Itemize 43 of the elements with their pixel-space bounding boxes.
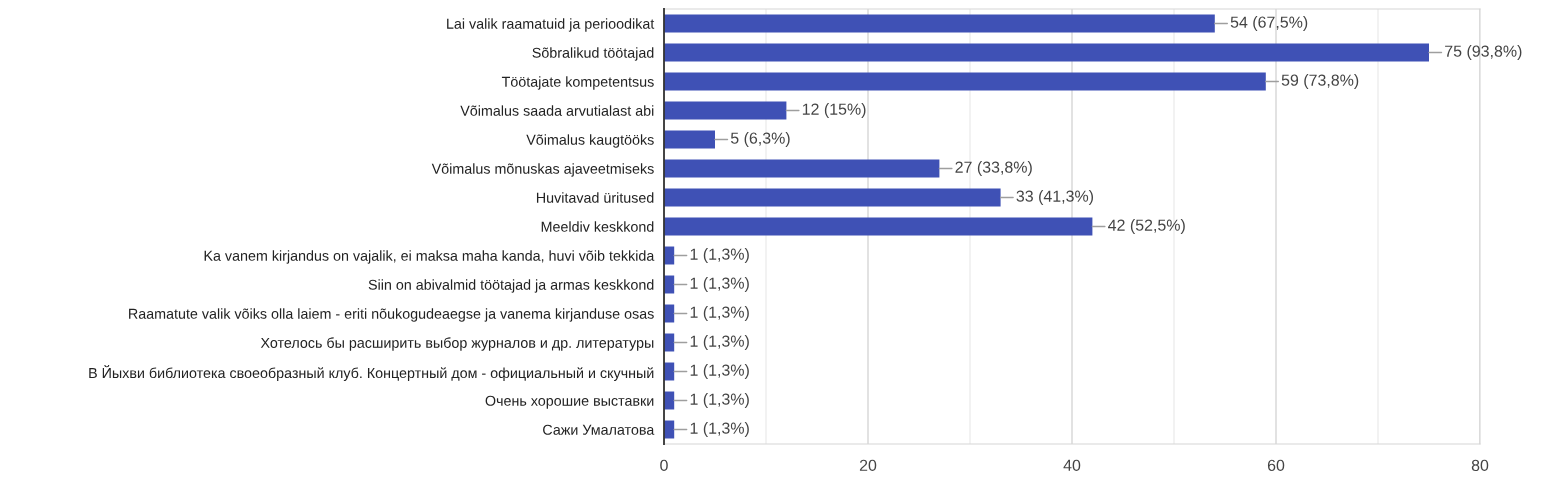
data-label: 42 (52,5%)	[1108, 219, 1185, 234]
y-tick-label: Võimalus mõnuskas ajaveetmiseks	[431, 163, 654, 177]
y-tick-label: Huvitavad üritused	[536, 192, 654, 203]
data-label: 1 (1,3%)	[690, 335, 749, 350]
data-label: 1 (1,3%)	[690, 306, 749, 321]
y-tick-label: Võimalus kaugtööks	[526, 134, 654, 148]
data-label: 5 (6,3%)	[730, 132, 790, 147]
data-label: 59 (73,8%)	[1281, 74, 1359, 89]
data-label: 1 (1,3%)	[690, 248, 749, 263]
bar	[664, 72, 1266, 91]
x-tick-label: 80	[1471, 459, 1489, 472]
x-tick-label: 40	[1063, 459, 1081, 472]
data-label: 1 (1,3%)	[690, 422, 749, 437]
bar	[664, 43, 1429, 62]
y-tick-label: В Йыхви библиотека своеобразный клуб. Концертный дом - официальный и скучный	[89, 365, 654, 381]
y-tick-label: Ka vanem kirjandus on vajalik, ei maksa maha kanda, huvi võib tekkida	[204, 250, 655, 264]
data-label: 1 (1,3%)	[690, 393, 749, 408]
data-label: 27 (33,8%)	[955, 161, 1032, 176]
y-tick-label: Võimalus saada arvutialast abi	[460, 105, 654, 116]
data-label: 33 (41,3%)	[1016, 190, 1094, 205]
bar	[664, 217, 1093, 236]
bar	[664, 159, 940, 178]
data-label: 1 (1,3%)	[690, 364, 749, 379]
bar	[664, 130, 715, 149]
data-label: 54 (67,5%)	[1230, 16, 1308, 31]
bar	[664, 188, 1001, 207]
x-tick-label: 20	[859, 459, 877, 472]
y-tick-label: Очень хорошие выставки	[485, 395, 654, 409]
y-tick-label: Lai valik raamatuid ja perioodikat	[447, 18, 655, 32]
y-tick-label: Töötajate kompetentsus	[501, 76, 654, 90]
x-tick-label: 0	[660, 459, 668, 472]
y-tick-label: Meeldiv keskkond	[541, 221, 654, 232]
bar	[664, 101, 787, 120]
y-tick-label: Sõbralikud töötajad	[532, 47, 654, 61]
data-label: 12 (15%)	[802, 103, 866, 118]
data-label: 75 (93,8%)	[1445, 45, 1522, 60]
y-tick-label: Хотелось бы расширить выбор журналов и др. литературы	[260, 337, 654, 351]
y-tick-label: Siin on abivalmid töötajad ja armas keskkond	[368, 279, 654, 293]
x-tick-label: 60	[1267, 459, 1285, 472]
y-tick-label: Raamatute valik võiks olla laiem - eriti nõukogudeaegse ja vanema kirjanduse osas	[129, 308, 654, 322]
y-tick-label: Сажи Умалатова	[543, 424, 655, 435]
bar	[664, 14, 1215, 33]
data-label: 1 (1,3%)	[690, 277, 749, 292]
